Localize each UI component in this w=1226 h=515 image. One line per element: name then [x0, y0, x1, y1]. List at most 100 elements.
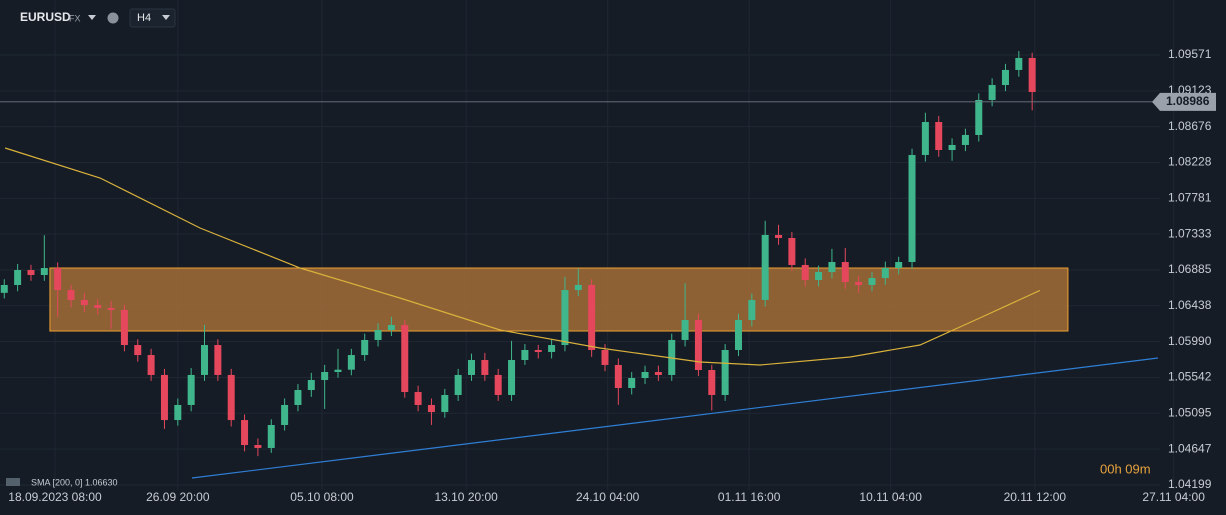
candle-body: [708, 370, 716, 395]
info-icon[interactable]: [107, 12, 119, 24]
candle-body: [387, 325, 395, 330]
candle-body: [107, 307, 115, 310]
candle-body: [267, 424, 275, 448]
candle-body: [214, 345, 222, 375]
candle-body: [614, 364, 622, 389]
x-tick-label: 27.11 04:00: [1142, 490, 1205, 504]
price-zone: [49, 267, 1069, 332]
candle-body: [414, 392, 422, 405]
candle-body: [94, 304, 102, 308]
indicator-icon[interactable]: [6, 478, 20, 486]
header: EURUSD FX H4: [20, 8, 176, 28]
candle-body: [868, 278, 876, 285]
candle-body: [134, 345, 142, 356]
x-tick-label: 18.09.2023 08:00: [8, 490, 102, 504]
candle-body: [241, 420, 249, 446]
market: FX: [69, 13, 81, 23]
candle-body: [988, 85, 996, 100]
candle-body: [828, 262, 836, 273]
candle-body: [654, 372, 662, 375]
x-tick-label: 24.10 04:00: [576, 490, 640, 504]
candle-body: [347, 355, 355, 370]
candle-body: [294, 390, 302, 405]
x-tick-label: 10.11 04:00: [859, 490, 922, 504]
candle-body: [281, 404, 289, 425]
candle-timer: 00h 09m: [1100, 461, 1151, 476]
candle-body: [321, 372, 329, 381]
candle-body: [721, 349, 729, 395]
timeframe[interactable]: H4: [137, 12, 151, 24]
x-tick-label: 01.11 16:00: [718, 490, 781, 504]
timeframe-box[interactable]: [129, 8, 176, 28]
symbol[interactable]: EURUSD: [20, 10, 71, 24]
candle-body: [561, 290, 569, 346]
y-tick-label: 1.08676: [1168, 119, 1212, 133]
candle-body: [467, 359, 475, 375]
candle-body: [801, 264, 809, 281]
candle-body: [160, 374, 168, 421]
candle-body: [120, 309, 128, 346]
y-tick-label: 1.04647: [1168, 441, 1212, 455]
candle-body: [588, 284, 596, 350]
y-tick-label: 1.09571: [1168, 47, 1212, 61]
candle-body: [748, 299, 756, 320]
candle-body: [494, 374, 502, 395]
candle-body: [0, 284, 8, 293]
y-tick-label: 1.05542: [1168, 370, 1212, 384]
candle-body: [961, 134, 969, 145]
candle-body: [80, 299, 88, 305]
candle-body: [334, 369, 342, 373]
x-tick-label: 26.09 20:00: [146, 490, 210, 504]
candle-body: [908, 154, 916, 263]
y-tick-label: 1.08228: [1168, 155, 1212, 169]
x-tick-label: 05.10 08:00: [290, 490, 354, 504]
candle-body: [174, 404, 182, 421]
y-tick-label: 1.06438: [1168, 298, 1212, 312]
candle-body: [1028, 57, 1036, 92]
candle-body: [361, 339, 369, 356]
candle-body: [948, 144, 956, 151]
candle-body: [441, 394, 449, 413]
candle-body: [775, 234, 783, 238]
candle-body: [521, 349, 529, 360]
candle-body: [14, 270, 22, 285]
candle-body: [187, 374, 195, 405]
candle-body: [508, 359, 516, 395]
candle-body: [574, 284, 582, 291]
candle-body: [401, 325, 409, 393]
candle-body: [454, 374, 462, 395]
candle-body: [548, 345, 556, 352]
candle-body: [27, 270, 35, 275]
candle-body: [895, 262, 903, 269]
y-tick-label: 1.05095: [1168, 405, 1212, 419]
candle-body: [641, 372, 649, 379]
candle-body: [54, 268, 62, 291]
dropdown-arrow[interactable]: [162, 15, 170, 20]
current-price-label: 1.08986: [1166, 94, 1210, 108]
y-tick-label: 1.06885: [1168, 262, 1212, 276]
candle-body: [881, 268, 889, 279]
trend-line: [191, 357, 1158, 479]
y-tick-label: 1.04199: [1168, 477, 1212, 491]
sma-label: SMA [200, 0] 1.06630: [31, 477, 118, 487]
candle-body: [841, 262, 849, 283]
x-tick-label: 13.10 20:00: [434, 490, 498, 504]
candle-body: [40, 268, 48, 275]
sma-line: [4, 147, 1041, 366]
candle-body: [201, 345, 209, 375]
candle-body: [227, 374, 235, 421]
candle-body: [1001, 69, 1009, 86]
candle-body: [601, 349, 609, 365]
candle-body: [761, 234, 769, 300]
dropdown-arrow[interactable]: [88, 15, 96, 20]
candle-body: [481, 359, 489, 375]
candle-body: [1015, 57, 1023, 70]
candle-body: [307, 380, 315, 391]
candle-body: [935, 121, 943, 151]
candle-body: [254, 445, 262, 448]
candle-body: [734, 319, 742, 350]
candle-body: [374, 329, 382, 340]
grid-layer: [0, 0, 1175, 490]
